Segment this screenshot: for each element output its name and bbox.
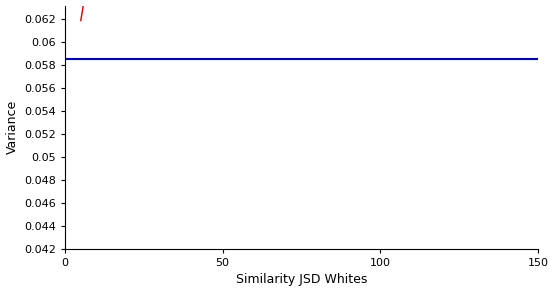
X-axis label: Similarity JSD Whites: Similarity JSD Whites [236,273,367,286]
Y-axis label: Variance: Variance [6,100,18,154]
